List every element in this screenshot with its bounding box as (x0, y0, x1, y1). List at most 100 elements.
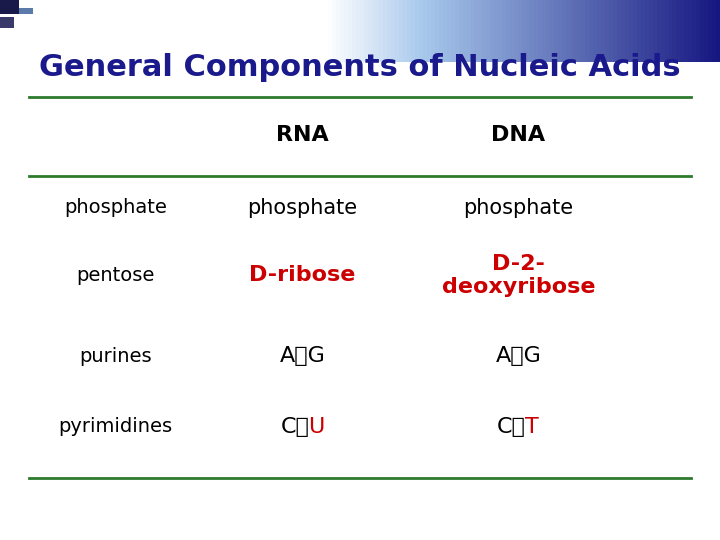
Bar (403, 0, 408, 62)
Bar (383, 0, 388, 62)
Bar (431, 0, 436, 62)
Bar (657, 0, 661, 62)
Bar (459, 0, 464, 62)
Bar (463, 0, 467, 62)
Text: C、: C、 (497, 416, 526, 437)
Bar (613, 0, 618, 62)
Bar (503, 0, 507, 62)
Bar (629, 0, 634, 62)
Text: General Components of Nucleic Acids: General Components of Nucleic Acids (39, 53, 681, 82)
Bar (700, 0, 705, 62)
Text: A、G: A、G (495, 346, 541, 367)
Text: pentose: pentose (76, 266, 154, 285)
Bar (522, 0, 527, 62)
Bar (590, 0, 594, 62)
Bar (538, 0, 543, 62)
Bar (514, 0, 518, 62)
Bar (661, 0, 665, 62)
Bar (593, 0, 598, 62)
Bar (423, 0, 428, 62)
Bar (669, 0, 673, 62)
Bar (649, 0, 654, 62)
Bar (340, 0, 345, 62)
Bar (542, 0, 546, 62)
Bar (399, 0, 404, 62)
Bar (344, 0, 348, 62)
Bar (455, 0, 459, 62)
Bar (419, 0, 423, 62)
Bar (712, 0, 717, 62)
Bar (653, 0, 657, 62)
Bar (665, 0, 670, 62)
Bar (672, 0, 677, 62)
Bar (336, 0, 341, 62)
Bar (379, 0, 384, 62)
Bar (408, 0, 412, 62)
Bar (490, 0, 495, 62)
Bar (0, 17, 14, 28)
Bar (506, 0, 511, 62)
Bar (510, 0, 515, 62)
Bar (443, 0, 447, 62)
Bar (411, 0, 416, 62)
Text: purines: purines (79, 347, 151, 366)
Bar (693, 0, 697, 62)
Bar (609, 0, 614, 62)
Bar (530, 0, 534, 62)
Bar (364, 0, 368, 62)
Bar (471, 0, 475, 62)
Text: DNA: DNA (491, 125, 546, 145)
Bar (574, 0, 578, 62)
Bar (621, 0, 626, 62)
Bar (633, 0, 638, 62)
Bar (387, 0, 392, 62)
Bar (482, 0, 487, 62)
Bar (685, 0, 689, 62)
Bar (494, 0, 499, 62)
Text: phosphate: phosphate (64, 198, 166, 218)
Bar (360, 0, 364, 62)
Bar (716, 0, 720, 62)
Bar (550, 0, 554, 62)
Bar (427, 0, 431, 62)
Text: T: T (525, 416, 539, 437)
Bar (352, 0, 356, 62)
Bar (546, 0, 550, 62)
Bar (328, 0, 333, 62)
Bar (585, 0, 590, 62)
Bar (554, 0, 559, 62)
Bar (708, 0, 713, 62)
Bar (467, 0, 471, 62)
Bar (526, 0, 531, 62)
Bar (368, 0, 372, 62)
Bar (637, 0, 642, 62)
Bar (446, 0, 451, 62)
Text: U: U (308, 416, 324, 437)
Text: D-2-
deoxyribose: D-2- deoxyribose (441, 254, 595, 297)
Bar (395, 0, 400, 62)
Bar (605, 0, 610, 62)
Bar (372, 0, 376, 62)
Bar (557, 0, 562, 62)
Bar (518, 0, 523, 62)
Bar (19, 8, 33, 14)
Bar (451, 0, 455, 62)
Text: pyrimidines: pyrimidines (58, 417, 172, 436)
Bar (570, 0, 575, 62)
Bar (582, 0, 586, 62)
Bar (415, 0, 420, 62)
Bar (641, 0, 646, 62)
Text: RNA: RNA (276, 125, 329, 145)
Bar (562, 0, 566, 62)
Text: D-ribose: D-ribose (249, 265, 356, 286)
Text: C、: C、 (281, 416, 310, 437)
Bar (598, 0, 602, 62)
Bar (688, 0, 693, 62)
Bar (577, 0, 582, 62)
Bar (376, 0, 380, 62)
Bar (625, 0, 629, 62)
Text: phosphate: phosphate (464, 198, 573, 218)
Bar (324, 0, 328, 62)
Bar (356, 0, 360, 62)
Bar (534, 0, 539, 62)
